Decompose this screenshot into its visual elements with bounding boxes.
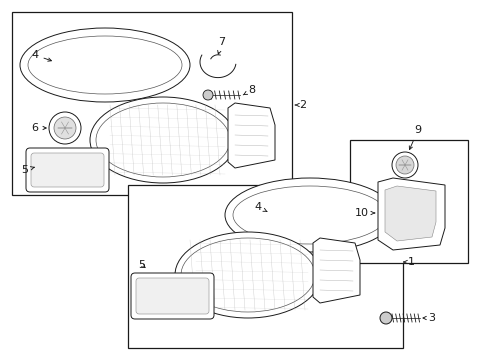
Text: 5: 5: [138, 260, 145, 270]
Ellipse shape: [28, 36, 182, 94]
Bar: [12, 12, 291, 195]
Polygon shape: [377, 178, 444, 250]
Text: 9: 9: [408, 125, 421, 149]
Ellipse shape: [175, 232, 320, 318]
Ellipse shape: [54, 117, 76, 139]
Ellipse shape: [90, 97, 236, 183]
Text: 6: 6: [31, 123, 46, 133]
Ellipse shape: [49, 112, 81, 144]
FancyBboxPatch shape: [136, 278, 208, 314]
Ellipse shape: [395, 156, 413, 174]
Text: 4: 4: [31, 50, 51, 61]
Text: 10: 10: [354, 208, 374, 218]
Polygon shape: [312, 238, 359, 303]
Ellipse shape: [181, 238, 314, 312]
Bar: [349, 140, 467, 263]
FancyBboxPatch shape: [131, 273, 214, 319]
Ellipse shape: [224, 178, 394, 252]
Polygon shape: [227, 103, 274, 168]
FancyBboxPatch shape: [31, 153, 104, 187]
Polygon shape: [384, 186, 435, 241]
Bar: [128, 185, 402, 348]
Ellipse shape: [391, 152, 417, 178]
Text: 3: 3: [427, 313, 434, 323]
Ellipse shape: [379, 312, 391, 324]
Ellipse shape: [20, 28, 190, 102]
Ellipse shape: [232, 186, 386, 244]
Text: 2: 2: [298, 100, 305, 110]
Text: 5: 5: [21, 165, 34, 175]
Ellipse shape: [96, 103, 229, 177]
FancyBboxPatch shape: [26, 148, 109, 192]
Text: 7: 7: [217, 37, 225, 54]
Text: 1: 1: [407, 257, 414, 267]
Text: 8: 8: [243, 85, 255, 95]
Text: 4: 4: [254, 202, 266, 212]
Ellipse shape: [203, 90, 213, 100]
